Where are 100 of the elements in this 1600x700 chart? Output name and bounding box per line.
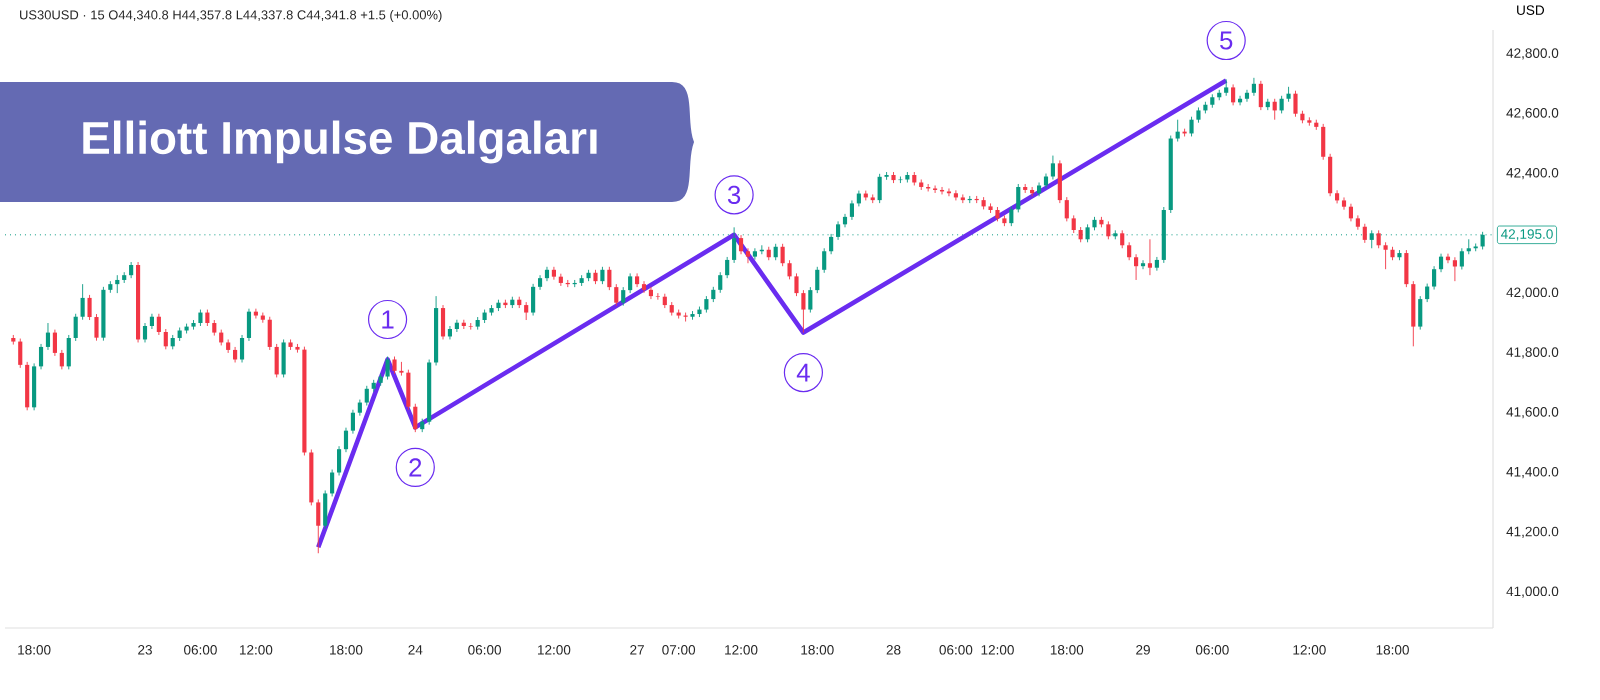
- x-tick-label: 06:00: [939, 645, 973, 655]
- candlestick: [745, 247, 751, 264]
- y-tick-label: 41,400.0: [1506, 466, 1559, 479]
- candlestick: [732, 226, 737, 264]
- candlestick: [718, 271, 723, 294]
- candlestick: [1016, 183, 1021, 213]
- candlestick: [933, 185, 938, 194]
- x-tick-label: 18:00: [330, 645, 363, 655]
- candlestick: [73, 313, 78, 342]
- candlestick: [614, 283, 619, 307]
- y-tick-label: 42,400.0: [1506, 167, 1559, 180]
- candlestick: [1175, 119, 1180, 142]
- candlestick: [38, 343, 44, 370]
- candlestick: [725, 256, 730, 279]
- candlestick: [1251, 77, 1256, 97]
- x-tick-label: 12:00: [1293, 645, 1326, 655]
- candlestick: [1335, 189, 1340, 204]
- y-axis-title: USD: [1517, 5, 1545, 15]
- candlestick: [163, 328, 168, 350]
- candlestick: [59, 349, 64, 370]
- candlestick: [1244, 89, 1250, 103]
- candlestick: [808, 286, 813, 313]
- candlestick: [787, 259, 792, 280]
- candlestick: [1050, 155, 1055, 180]
- candlestick: [607, 266, 612, 291]
- candlestick: [1355, 214, 1360, 231]
- candlestick: [1425, 283, 1430, 303]
- candlestick: [18, 338, 23, 369]
- candlestick: [1189, 116, 1194, 137]
- candlestick: [1134, 253, 1139, 281]
- candlestick: [156, 313, 161, 336]
- x-tick-label: 18:00: [18, 645, 51, 655]
- candlestick: [142, 322, 148, 343]
- x-tick-label: 18:00: [801, 645, 834, 655]
- candlestick: [468, 322, 473, 331]
- candlestick: [447, 325, 453, 340]
- x-tick-label: 12:00: [239, 645, 273, 655]
- chart-subtitle: US30USD · 15 O44,340.8 H44,357.8 L44,337.8 C44,341.8 +1.5 (+0.00%): [20, 9, 442, 23]
- candlestick: [953, 189, 958, 201]
- x-tick-label: 12:00: [725, 645, 758, 655]
- x-tick-label: 23: [138, 645, 152, 655]
- y-tick-label: 41,800.0: [1506, 347, 1559, 359]
- candlestick: [1154, 256, 1159, 272]
- x-tick-label: 24: [408, 645, 423, 655]
- x-tick-label: 06:00: [184, 645, 217, 655]
- x-tick-label: 12:00: [537, 645, 571, 655]
- ref-line-label: 42,195.0: [1500, 229, 1553, 241]
- candlestick: [780, 243, 785, 267]
- annotation: 4: [796, 363, 810, 382]
- candlestick: [544, 266, 550, 282]
- candlestick: [1362, 223, 1367, 244]
- x-tick-label: 18:00: [1376, 645, 1409, 655]
- candlestick: [628, 272, 633, 294]
- candlestick: [1459, 247, 1464, 270]
- y-tick-label: 42,800.0: [1506, 48, 1559, 60]
- candlestick: [752, 247, 757, 261]
- candlestick: [1009, 205, 1014, 227]
- candlestick: [336, 445, 342, 476]
- candlestick: [364, 385, 369, 406]
- x-tick-label: 12:00: [981, 645, 1014, 655]
- candlestick: [1432, 265, 1437, 290]
- candlestick: [253, 308, 258, 319]
- candlestick: [1036, 182, 1042, 197]
- x-tick-label: 06:00: [1195, 645, 1229, 655]
- candlestick: [551, 266, 556, 281]
- x-tick-label: 18:00: [1050, 645, 1084, 655]
- y-tick-label: 42,600.0: [1506, 108, 1559, 120]
- candlestick: [877, 173, 882, 204]
- y-tick-label: 42,000.0: [1506, 287, 1559, 299]
- candlestick: [1147, 238, 1153, 276]
- candlestick: [399, 361, 404, 377]
- candlestick: [413, 403, 418, 433]
- text: Elliott Impulse Dalgaları: [83, 120, 597, 164]
- candlestick: [655, 292, 660, 301]
- candlestick: [822, 247, 827, 274]
- candlestick: [1341, 196, 1347, 211]
- candlestick: [842, 213, 848, 228]
- y-tick-label: 41,000.0: [1506, 586, 1559, 598]
- candlestick: [1064, 196, 1069, 222]
- candlestick: [1466, 238, 1471, 255]
- x-tick-label: 07:00: [662, 645, 696, 655]
- candlestick: [1438, 253, 1444, 273]
- candlestick: [738, 234, 744, 255]
- candlestick: [385, 356, 390, 380]
- candlestick: [1293, 90, 1298, 118]
- y-tick-label: 41,200.0: [1506, 526, 1559, 538]
- x-tick-label: 28: [886, 645, 901, 655]
- annotation: 5: [1220, 31, 1233, 50]
- annotation: 1: [382, 310, 394, 329]
- candlestick: [1452, 256, 1457, 282]
- candlestick: [537, 274, 543, 291]
- candlestick: [641, 280, 647, 294]
- candlestick: [80, 283, 85, 321]
- x-tick-label: 27: [630, 645, 644, 655]
- annotation: 2: [409, 458, 422, 477]
- candlestick: [849, 199, 855, 221]
- candlestick: [829, 233, 834, 255]
- candlestick: [330, 469, 335, 497]
- candlestick: [316, 498, 321, 554]
- candlestick: [239, 334, 245, 363]
